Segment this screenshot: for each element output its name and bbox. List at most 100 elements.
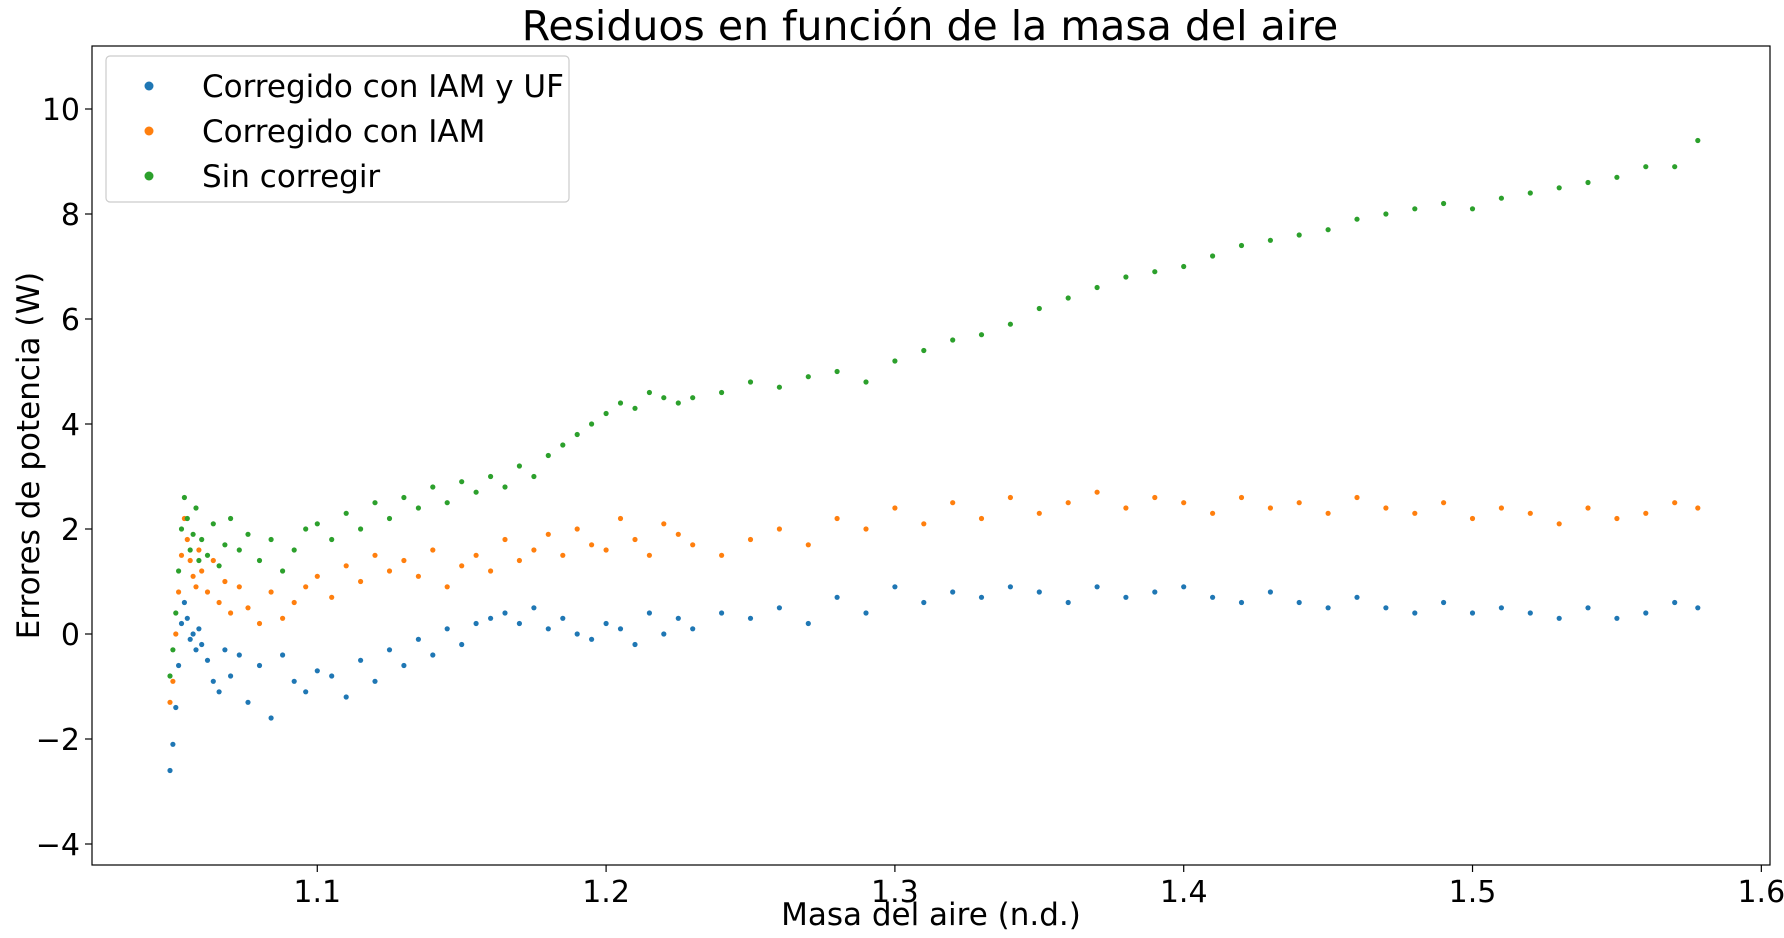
data-point: [222, 542, 228, 548]
data-point: [343, 510, 349, 516]
data-point: [415, 573, 421, 579]
data-point: [303, 526, 309, 532]
data-point: [1585, 179, 1591, 186]
data-point: [199, 641, 205, 648]
data-point: [228, 515, 234, 522]
data-point: [1325, 605, 1331, 611]
data-point: [1672, 164, 1678, 170]
data-point: [358, 657, 364, 663]
data-point: [1181, 500, 1187, 506]
data-point: [228, 673, 234, 679]
data-point: [978, 594, 985, 600]
data-point: [444, 626, 450, 632]
data-point: [921, 347, 927, 354]
data-point: [747, 536, 754, 543]
data-point: [603, 547, 609, 553]
data-point: [1643, 510, 1649, 516]
data-point: [1383, 605, 1389, 611]
data-point: [1469, 515, 1476, 522]
data-point: [1556, 615, 1562, 621]
data-point: [863, 379, 869, 385]
x-axis-label: Masa del aire (n.d.): [781, 897, 1081, 933]
data-point: [516, 620, 523, 627]
data-point: [1007, 321, 1014, 327]
data-point: [1267, 505, 1273, 511]
data-point: [256, 662, 263, 669]
data-point: [1412, 206, 1418, 212]
data-point: [187, 547, 193, 553]
data-point: [358, 526, 364, 532]
data-point: [1695, 505, 1701, 511]
data-point: [473, 620, 479, 627]
data-point: [1527, 610, 1533, 616]
data-point: [256, 557, 263, 564]
legend-marker: [144, 171, 154, 181]
data-point: [187, 636, 193, 642]
data-point: [245, 605, 251, 611]
data-point: [204, 552, 211, 558]
legend: Corregido con IAM y UF Corregido con IAM S…: [105, 55, 570, 203]
data-point: [1267, 589, 1273, 595]
data-point: [210, 557, 216, 564]
data-point: [167, 767, 173, 774]
data-point: [280, 568, 286, 574]
data-point: [1152, 589, 1158, 595]
data-point: [1556, 185, 1562, 191]
data-point: [1238, 494, 1245, 501]
data-point: [291, 678, 297, 684]
data-point: [280, 615, 286, 621]
data-point: [1672, 500, 1678, 506]
data-point: [892, 584, 898, 590]
data-point: [834, 594, 840, 600]
data-point: [193, 505, 199, 511]
data-point: [216, 563, 222, 569]
data-point: [776, 526, 783, 532]
data-point: [204, 657, 211, 663]
data-point: [329, 536, 335, 543]
legend-marker: [144, 126, 154, 136]
data-point: [560, 442, 566, 448]
data-point: [1210, 510, 1216, 516]
data-point: [184, 536, 190, 543]
data-point: [834, 368, 840, 375]
legend-box: [105, 55, 570, 203]
data-point: [170, 647, 176, 653]
data-point: [1325, 510, 1331, 516]
data-point: [245, 531, 251, 537]
data-point: [216, 689, 222, 695]
data-point: [415, 636, 421, 642]
data-point: [178, 526, 185, 532]
y-tick-label: 4: [61, 408, 80, 443]
data-point: [372, 552, 378, 558]
data-point: [950, 500, 956, 506]
data-point: [236, 584, 242, 590]
data-point: [459, 641, 465, 648]
data-point: [1325, 227, 1331, 233]
data-point: [589, 542, 595, 548]
data-point: [1181, 263, 1187, 270]
data-point: [661, 631, 667, 637]
data-point: [776, 605, 783, 611]
data-point: [314, 668, 320, 674]
data-point: [603, 620, 609, 627]
data-point: [314, 521, 320, 527]
data-point: [1065, 599, 1071, 606]
data-point: [1036, 305, 1042, 312]
data-point: [204, 589, 211, 595]
data-point: [805, 374, 811, 380]
data-point: [190, 573, 196, 579]
data-point: [516, 463, 523, 469]
data-point: [1469, 610, 1476, 616]
data-point: [1585, 605, 1591, 611]
data-point: [632, 536, 638, 543]
data-point: [343, 563, 349, 569]
data-point: [502, 536, 508, 543]
data-point: [178, 620, 185, 627]
x-tick-label: 1.4: [1160, 875, 1208, 910]
data-point: [167, 673, 173, 679]
data-point: [1152, 494, 1158, 501]
data-point: [719, 552, 725, 558]
data-point: [199, 536, 205, 543]
x-tick-label: 1.1: [293, 875, 341, 910]
data-point: [1614, 515, 1620, 522]
